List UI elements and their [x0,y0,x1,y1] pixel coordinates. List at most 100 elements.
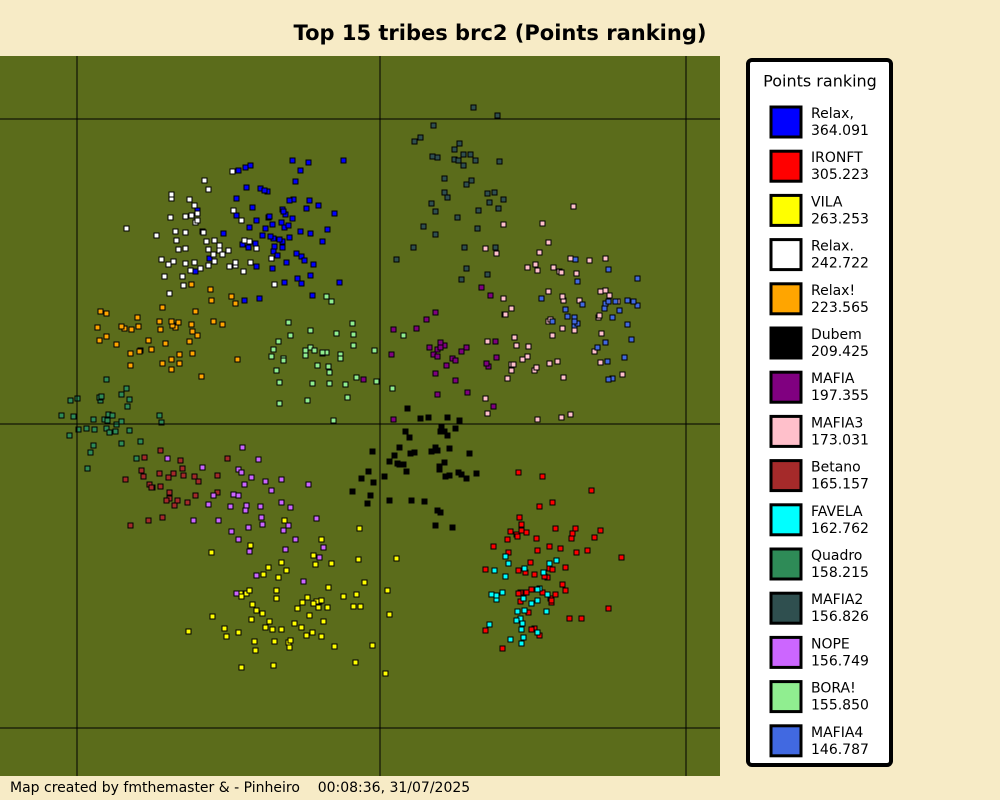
village [538,295,545,302]
village [174,497,181,504]
legend-name: FAVELA [811,504,863,520]
village [319,349,326,356]
village [482,627,489,634]
village [520,595,527,602]
village [210,318,217,325]
village [289,215,296,222]
village [560,374,567,381]
village [270,662,277,669]
village [428,448,435,455]
village [127,522,134,529]
village [369,642,376,649]
legend-name: Betano [811,460,861,476]
village [167,214,174,221]
map-background [0,56,720,776]
village [434,353,441,360]
village [235,536,242,543]
village [441,175,448,182]
village [357,603,364,610]
village [303,205,310,212]
village [186,196,193,203]
village [302,352,309,359]
village [539,220,546,227]
village [285,319,292,326]
village [572,525,579,532]
village [83,425,90,432]
village [624,321,631,328]
village [546,543,553,550]
village [546,560,553,567]
village [350,331,357,338]
village [75,426,82,433]
village [510,361,517,368]
village [554,358,561,365]
village [275,338,282,345]
village [156,412,163,419]
village [508,367,515,374]
village [463,344,470,351]
village [432,231,439,238]
village [460,162,467,169]
village [534,416,541,423]
village [546,360,553,367]
village [484,190,491,197]
village [456,140,463,147]
village [208,549,215,556]
village [441,189,448,196]
village [552,525,559,532]
village [369,448,376,455]
village [507,528,514,535]
legend-swatch [769,149,803,183]
village [189,350,196,357]
village [211,258,218,265]
village [229,168,236,175]
legend-points: 156.749 [811,653,869,669]
legend-points: 158.215 [811,565,869,581]
village [270,346,277,353]
village [502,311,509,318]
village [436,466,443,473]
village [241,297,248,304]
village [451,146,458,153]
village [493,250,500,257]
village [483,360,490,367]
village [273,367,280,374]
village [549,566,556,573]
village [452,357,459,364]
village [269,626,276,633]
legend-swatch [769,326,803,360]
village [238,593,245,600]
village [255,456,262,463]
village [182,245,189,252]
village [103,376,110,383]
village [242,164,249,171]
village [588,487,595,494]
village [247,162,254,169]
village [528,626,535,633]
village [340,593,347,600]
village [524,264,531,271]
village [271,638,278,645]
village [443,362,450,369]
village [543,608,550,615]
village [186,338,193,345]
village [458,471,465,478]
village [309,380,316,387]
legend-points: 155.850 [811,698,869,714]
legend-points: 364.091 [811,123,869,139]
village [287,332,294,339]
village [278,219,285,226]
village [281,279,288,286]
village [191,202,198,209]
village [137,438,144,445]
village [482,395,489,402]
village [594,344,601,351]
village [525,343,532,350]
village [113,341,120,348]
village [474,225,481,232]
village [597,527,604,534]
village [253,572,260,579]
legend-box [746,58,893,767]
village [548,597,555,604]
